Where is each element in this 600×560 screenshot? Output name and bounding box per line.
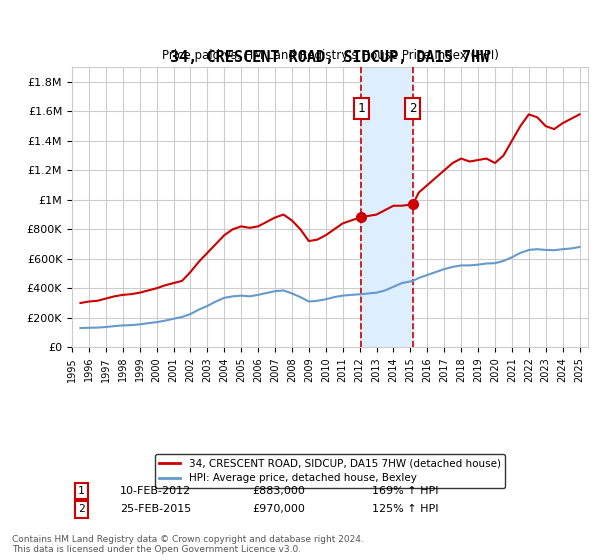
Text: 1: 1 [358,102,365,115]
Text: £970,000: £970,000 [252,505,305,515]
Text: Price paid vs. HM Land Registry's House Price Index (HPI): Price paid vs. HM Land Registry's House … [161,49,499,62]
Text: 25-FEB-2015: 25-FEB-2015 [120,505,191,515]
Text: 10-FEB-2012: 10-FEB-2012 [120,486,191,496]
Text: Contains HM Land Registry data © Crown copyright and database right 2024.
This d: Contains HM Land Registry data © Crown c… [12,535,364,554]
Text: 125% ↑ HPI: 125% ↑ HPI [372,505,439,515]
Title: 34, CRESCENT ROAD, SIDCUP, DA15 7HW: 34, CRESCENT ROAD, SIDCUP, DA15 7HW [170,50,490,64]
Text: 1: 1 [78,486,85,496]
Text: £883,000: £883,000 [252,486,305,496]
Legend: 34, CRESCENT ROAD, SIDCUP, DA15 7HW (detached house), HPI: Average price, detach: 34, CRESCENT ROAD, SIDCUP, DA15 7HW (det… [155,454,505,488]
Bar [361,67,413,347]
Text: 169% ↑ HPI: 169% ↑ HPI [372,486,439,496]
Text: 2: 2 [409,102,416,115]
Text: 2: 2 [78,505,85,515]
